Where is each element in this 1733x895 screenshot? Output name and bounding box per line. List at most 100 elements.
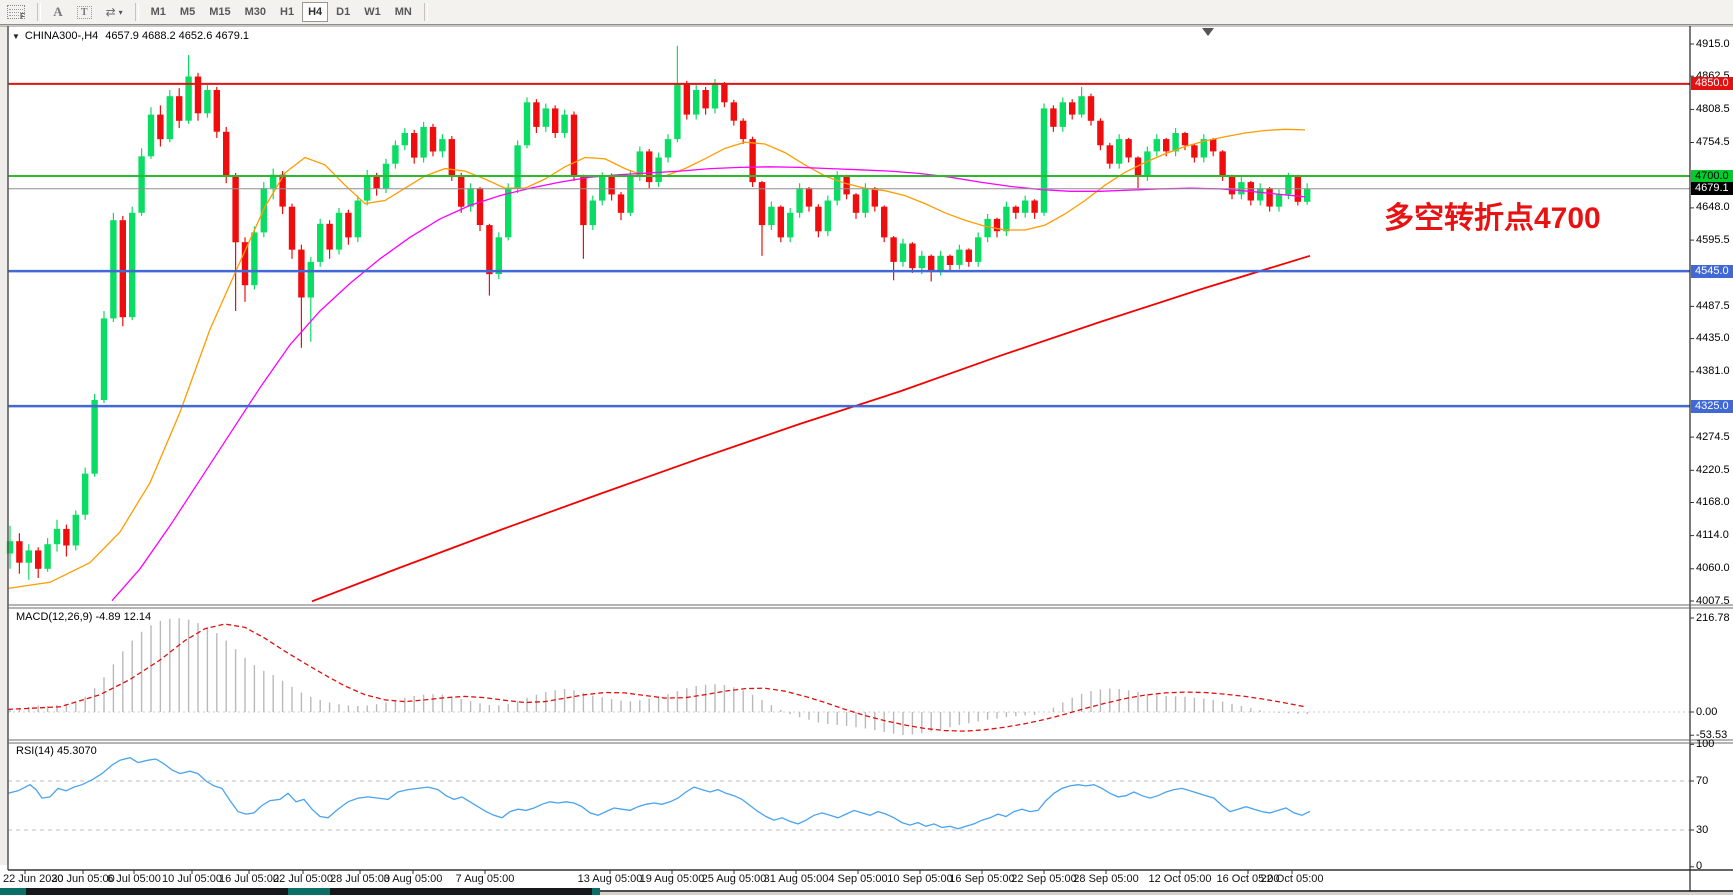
candle-body bbox=[664, 139, 672, 158]
taskbar-button[interactable] bbox=[330, 888, 592, 895]
candle-body bbox=[82, 473, 89, 515]
candle-body bbox=[523, 102, 531, 146]
price-axis-label: 30 bbox=[1696, 823, 1709, 836]
candle-body bbox=[429, 126, 437, 152]
taskbar-button[interactable] bbox=[26, 888, 288, 895]
candle-body bbox=[580, 176, 587, 226]
candle-body bbox=[119, 220, 126, 318]
candle-body bbox=[1125, 139, 1132, 158]
candle-body bbox=[1219, 151, 1226, 176]
candle-body bbox=[768, 206, 775, 226]
candle-body bbox=[53, 528, 61, 545]
candle-body bbox=[1134, 157, 1142, 176]
candle-body bbox=[683, 83, 690, 115]
candle-body bbox=[542, 108, 549, 127]
candle-body bbox=[213, 90, 220, 132]
timeframe-button-h4[interactable]: H4 bbox=[302, 2, 329, 22]
candle-body bbox=[185, 76, 192, 121]
candle-body bbox=[166, 96, 173, 140]
candle-body bbox=[758, 182, 766, 226]
price-axis-label: 4648.0 bbox=[1696, 201, 1730, 214]
grid-icon[interactable]: F bbox=[1, 2, 31, 22]
price-axis-label: 4915.0 bbox=[1696, 37, 1730, 50]
candle-body bbox=[787, 212, 794, 238]
candle-body bbox=[805, 188, 813, 207]
candle-body bbox=[223, 131, 230, 176]
candle-body bbox=[91, 400, 98, 474]
price-axis-label: 0 bbox=[1696, 860, 1703, 873]
candle-body bbox=[317, 223, 324, 262]
candle-body bbox=[25, 550, 32, 563]
candle-body bbox=[852, 194, 860, 213]
candle-body bbox=[439, 139, 446, 152]
candle-body bbox=[1022, 200, 1029, 213]
candle-body bbox=[1266, 188, 1273, 207]
candle-body bbox=[711, 83, 719, 109]
candle-body bbox=[862, 188, 869, 213]
symbol-dropdown-icon[interactable]: ▼ bbox=[12, 32, 20, 41]
macd-signal-line bbox=[7, 623, 1306, 732]
price-axis-label: 4220.5 bbox=[1696, 463, 1730, 476]
hline-price-label: 4700.0 bbox=[1691, 169, 1733, 183]
candle-body bbox=[505, 188, 512, 238]
candle-body bbox=[655, 157, 662, 183]
candle-body bbox=[1087, 96, 1095, 121]
candle-body bbox=[298, 249, 305, 298]
candle-body bbox=[420, 126, 427, 158]
text-label-icon[interactable]: T bbox=[71, 2, 98, 22]
candle-body bbox=[533, 102, 540, 127]
candle-body bbox=[824, 200, 831, 232]
cycle-arrows-icon[interactable]: ⇄ ▾ bbox=[100, 2, 129, 22]
timeframe-button-m1[interactable]: M1 bbox=[145, 2, 172, 22]
price-axis-label: 4274.5 bbox=[1696, 430, 1730, 443]
candle-body bbox=[1181, 133, 1189, 146]
symbol-title: CHINA300-,H4 bbox=[24, 30, 99, 42]
candle-body bbox=[1172, 133, 1179, 152]
candle-body bbox=[72, 514, 79, 546]
price-axis-label: 70 bbox=[1696, 774, 1709, 787]
candle-body bbox=[401, 133, 408, 146]
price-axis-label: 4381.0 bbox=[1696, 365, 1730, 378]
timeframe-button-h1[interactable]: H1 bbox=[274, 2, 300, 22]
candle-body bbox=[1116, 139, 1123, 164]
candle-body bbox=[777, 206, 784, 238]
toolbar-separator bbox=[36, 3, 41, 21]
candle-body bbox=[345, 212, 352, 238]
price-axis-label: 0.00 bbox=[1696, 705, 1718, 718]
candle-body bbox=[1059, 102, 1066, 127]
candle-body bbox=[890, 237, 897, 262]
candle-body bbox=[176, 96, 183, 121]
timeframe-button-m15[interactable]: M15 bbox=[203, 2, 236, 22]
candle-body bbox=[956, 249, 963, 265]
candle-body bbox=[589, 200, 596, 226]
candle-body bbox=[1228, 176, 1236, 195]
hline-price-label: 4850.0 bbox=[1691, 77, 1733, 91]
text-a-icon[interactable]: A bbox=[47, 2, 69, 22]
candle-body bbox=[194, 76, 202, 114]
price-axis-label: 4435.0 bbox=[1696, 332, 1730, 345]
candle-body bbox=[646, 151, 653, 183]
timeframe-button-m5[interactable]: M5 bbox=[174, 2, 201, 22]
timeframe-button-m30[interactable]: M30 bbox=[239, 2, 272, 22]
candle-body bbox=[1285, 176, 1292, 195]
candle-body bbox=[44, 544, 51, 569]
macd-label: MACD(12,26,9) -4.89 12.14 bbox=[16, 611, 152, 623]
timeframe-button-w1[interactable]: W1 bbox=[358, 2, 387, 22]
candle-body bbox=[881, 206, 888, 238]
chart-shift-marker[interactable] bbox=[1202, 28, 1214, 36]
candle-body bbox=[326, 223, 333, 250]
taskbar-fragment bbox=[0, 888, 600, 895]
candle-body bbox=[561, 114, 568, 133]
price-axis-label: 4808.5 bbox=[1696, 102, 1730, 115]
rsi-label: RSI(14) 45.3070 bbox=[16, 745, 97, 757]
ma-mid-magenta bbox=[111, 166, 1306, 602]
candle-body bbox=[1144, 151, 1151, 176]
candle-body bbox=[740, 120, 747, 140]
candle-body bbox=[871, 188, 878, 207]
candle-body bbox=[1304, 188, 1311, 202]
timeframe-button-mn[interactable]: MN bbox=[389, 2, 418, 22]
timeframe-button-d1[interactable]: D1 bbox=[330, 2, 356, 22]
annotation-text: 多空转折点4700 bbox=[1384, 202, 1601, 235]
price-axis[interactable]: 4915.0 4862.5 4808.5 4754.5 4648.0 4595.5 4487… bbox=[1691, 0, 1733, 895]
